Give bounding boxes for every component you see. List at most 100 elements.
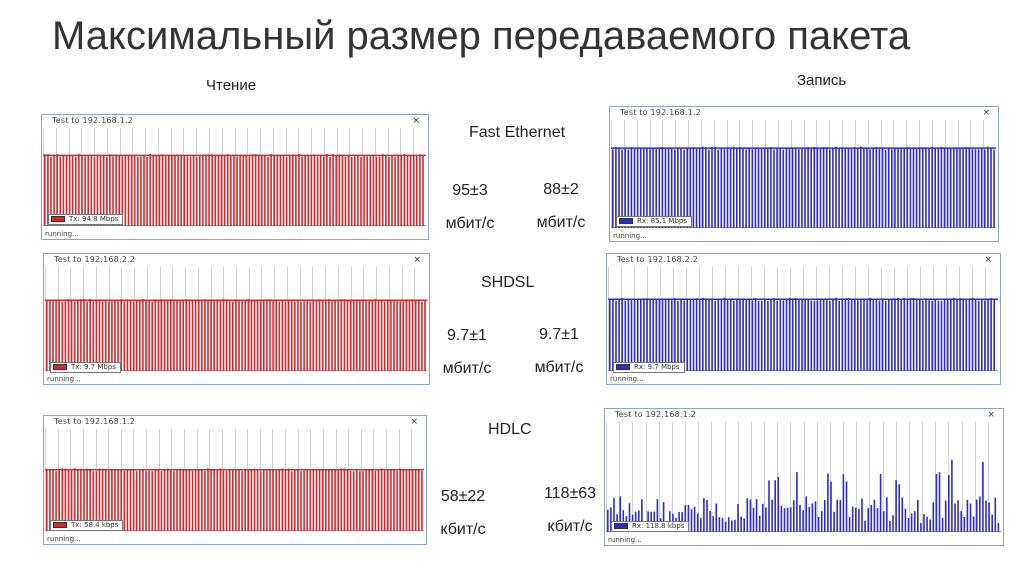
throughput-bar [736, 147, 738, 228]
throughput-bar [411, 299, 414, 371]
throughput-bar [248, 156, 251, 226]
throughput-bar [347, 155, 350, 226]
throughput-bar [743, 518, 745, 532]
throughput-bar [749, 499, 752, 532]
status-text: running... [47, 535, 81, 543]
throughput-bar [53, 155, 55, 226]
throughput-bar [912, 147, 915, 228]
throughput-bar [166, 300, 169, 371]
throughput-bar [829, 300, 831, 371]
throughput-bar [201, 300, 203, 371]
throughput-bar [731, 520, 733, 532]
throughput-bar [368, 470, 370, 531]
window-title: Test to 192.168.1.2 [52, 116, 134, 125]
throughput-bar [723, 149, 726, 228]
throughput-bar [334, 301, 336, 371]
throughput-bar [80, 299, 82, 371]
throughput-bar [875, 299, 878, 371]
throughput-bar [640, 299, 642, 371]
throughput-bar [245, 154, 248, 226]
throughput-bar [303, 470, 305, 531]
throughput-bar [151, 301, 153, 371]
throughput-bar [757, 148, 760, 228]
throughput-bar [174, 155, 176, 226]
throughput-bar [402, 468, 405, 531]
throughput-bar [954, 503, 956, 532]
throughput-bar [853, 300, 856, 371]
throughput-bar [87, 155, 89, 226]
close-icon[interactable]: × [413, 255, 421, 265]
throughput-bar [671, 300, 673, 371]
throughput-bar [928, 148, 930, 228]
throughput-bar [343, 299, 346, 371]
throughput-bar [816, 300, 819, 371]
throughput-bar [207, 468, 209, 531]
throughput-bar [931, 146, 933, 228]
close-icon[interactable]: × [984, 255, 992, 265]
throughput-bar [228, 301, 231, 371]
throughput-bar [135, 300, 138, 371]
throughput-bar [664, 299, 667, 371]
throughput-bar [988, 502, 990, 532]
metric-unit: кбит/с [547, 518, 593, 535]
close-icon[interactable]: × [412, 116, 420, 126]
throughput-bar [923, 514, 925, 532]
throughput-bar [238, 301, 240, 371]
throughput-bar [609, 298, 611, 371]
throughput-bar [68, 155, 71, 226]
throughput-bar [972, 516, 975, 532]
throughput-bar [705, 148, 707, 228]
close-icon[interactable]: × [410, 417, 418, 427]
throughput-bar [357, 155, 359, 226]
throughput-bar [411, 470, 414, 531]
throughput-bar [835, 297, 837, 371]
throughput-bar [176, 300, 178, 371]
throughput-bar [794, 147, 797, 228]
throughput-bar [112, 156, 114, 226]
throughput-bar [185, 469, 188, 531]
throughput-bar [822, 147, 825, 228]
throughput-bar [789, 507, 792, 532]
throughput-bar [817, 516, 820, 532]
throughput-bar [711, 299, 713, 371]
throughput-bar [292, 154, 294, 226]
throughput-bar [853, 147, 856, 228]
window-title: Test to 192.168.1.2 [615, 410, 697, 419]
throughput-bar [157, 468, 160, 531]
throughput-bar [369, 156, 372, 226]
close-icon[interactable]: × [982, 108, 990, 118]
legend-text: Tx: 9.7 Mbps [71, 363, 116, 371]
throughput-bar [399, 468, 401, 531]
throughput-bar [177, 154, 179, 226]
throughput-bar [303, 301, 305, 371]
throughput-bar [202, 154, 204, 226]
throughput-bar [180, 155, 182, 226]
throughput-bar [755, 499, 758, 532]
throughput-bar [387, 470, 389, 531]
throughput-bar [655, 298, 658, 371]
throughput-bar [851, 506, 854, 532]
throughput-bar [83, 469, 85, 531]
throughput-bar [864, 520, 866, 532]
throughput-bar [845, 481, 848, 532]
throughput-bar [813, 300, 816, 371]
throughput-bar [55, 471, 57, 531]
throughput-bar [887, 148, 890, 228]
throughput-bar [975, 499, 978, 532]
throughput-bar [393, 300, 395, 371]
throughput-bar [244, 300, 246, 371]
slide-title: Максимальный размер передаваемого пакета [52, 14, 911, 58]
throughput-bar [825, 147, 828, 228]
close-icon[interactable]: × [987, 410, 995, 420]
throughput-bar [176, 469, 178, 531]
metric-value: 58±22 [440, 488, 486, 505]
throughput-bar [409, 155, 412, 226]
throughput-bar [732, 146, 735, 228]
throughput-bar [276, 154, 279, 226]
legend-text: Tx: 58.4 kbps [71, 521, 119, 529]
throughput-bar [168, 155, 170, 226]
throughput-bar [832, 298, 834, 371]
throughput-bar [734, 519, 736, 532]
throughput-bar [332, 154, 334, 226]
throughput-bar [388, 156, 390, 226]
